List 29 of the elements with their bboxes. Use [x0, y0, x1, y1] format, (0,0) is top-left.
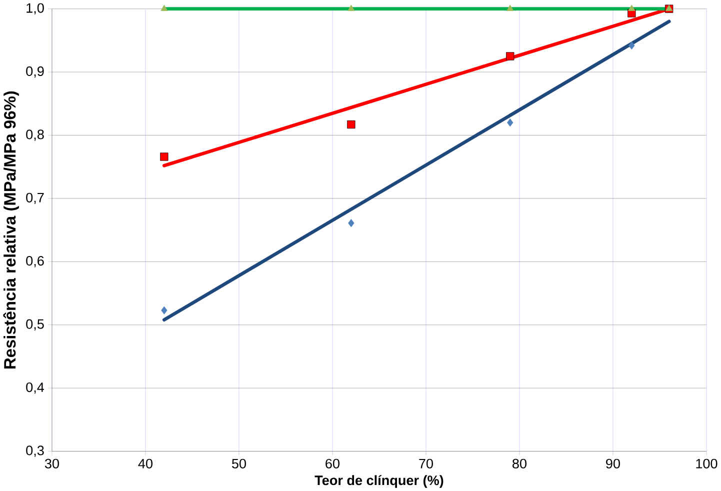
- point: [347, 120, 356, 129]
- x-tick-label: 40: [138, 458, 152, 468]
- point: [348, 4, 355, 11]
- y-tick-label: 0,6: [26, 256, 44, 268]
- x-tick-label: 50: [232, 458, 246, 468]
- x-tick-label: 100: [696, 458, 718, 468]
- y-tick-label: 0,7: [26, 192, 44, 204]
- y-tick-label: 0,4: [26, 382, 44, 394]
- point: [506, 52, 514, 60]
- x-tick-label: 60: [326, 458, 340, 468]
- point: [507, 118, 514, 127]
- point: [348, 219, 354, 228]
- x-tick-label: 70: [419, 458, 433, 468]
- y-tick-label: 1,0: [26, 3, 44, 14]
- y-tick-label: 0,5: [26, 319, 44, 330]
- point: [160, 4, 168, 11]
- point: [628, 4, 636, 11]
- y-tick-label: 0,8: [26, 130, 44, 141]
- y-axis-title: Resistência relativa (MPa/MPa 96%): [3, 91, 19, 368]
- x-tick-label: 30: [44, 458, 59, 468]
- point: [506, 4, 514, 11]
- x-axis-title: Teor de clínquer (%): [314, 475, 444, 488]
- x-tick-label: 90: [606, 458, 620, 468]
- point: [160, 152, 168, 161]
- x-tick-label: 80: [512, 458, 526, 468]
- y-tick-label: 0,3: [26, 446, 44, 457]
- point: [628, 41, 635, 50]
- y-tick-label: 0,9: [26, 66, 44, 78]
- point: [161, 306, 168, 314]
